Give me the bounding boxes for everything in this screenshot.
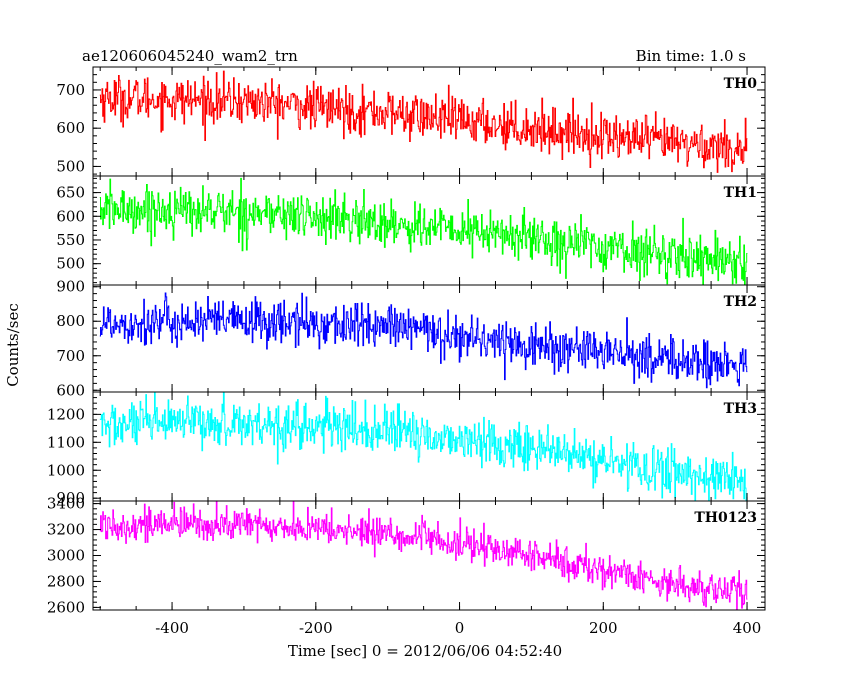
- x-tick-label: -400: [155, 619, 189, 637]
- panel-label-th0123: TH0123: [694, 510, 757, 526]
- y-tick-label: 650: [56, 184, 85, 202]
- panel-label-th1: TH1: [724, 185, 757, 201]
- y-tick-label: 600: [56, 207, 85, 225]
- y-tick-label: 700: [56, 347, 85, 365]
- y-tick-label: 3000: [47, 547, 85, 565]
- panel-th0: 500 600 700 TH0: [56, 66, 766, 177]
- y-tick-label: 600: [56, 381, 85, 399]
- chart-title: ae120606045240_wam2_trn: [82, 47, 298, 65]
- series-line-th1: [99, 177, 748, 285]
- x-tick-labels: -400 -200 0 200 400: [155, 619, 761, 637]
- y-tick-label: 1100: [47, 433, 85, 451]
- panels-group: 500 600 700 TH0 500 550 600 650 TH1 600 700 800 900 T…: [47, 66, 766, 616]
- y-axis-label: Counts/sec: [4, 303, 22, 387]
- panel-label-th2: TH2: [724, 294, 757, 310]
- y-tick-label: 3400: [47, 495, 85, 513]
- y-tick-label: 500: [56, 157, 85, 175]
- y-tick-label: 800: [56, 312, 85, 330]
- panel-th2: 600 700 800 900 TH2: [56, 278, 766, 399]
- series-line-th0: [99, 70, 748, 173]
- series-line-th3: [99, 392, 748, 501]
- panel-th0123: 2600 2800 3000 3200 3400 TH0123: [47, 495, 766, 616]
- y-tick-label: 600: [56, 119, 85, 137]
- x-axis-label: Time [sec] 0 = 2012/06/06 04:52:40: [288, 642, 562, 660]
- panel-label-th3: TH3: [724, 401, 757, 417]
- y-tick-label: 2800: [47, 572, 85, 590]
- y-tick-label: 1200: [47, 405, 85, 423]
- y-tick-label: 3200: [47, 521, 85, 539]
- x-tick-label: 0: [455, 619, 465, 637]
- panel-label-th0: TH0: [724, 76, 758, 92]
- y-tick-label: 900: [56, 489, 85, 507]
- y-tick-label: 700: [56, 81, 85, 99]
- panel-th1: 500 550 600 650 TH1: [56, 175, 766, 286]
- x-tick-label: 200: [589, 619, 618, 637]
- series-line-th0123: [99, 501, 748, 610]
- y-tick-label: 900: [56, 278, 85, 296]
- y-tick-label: 2600: [47, 598, 85, 616]
- y-tick-label: 550: [56, 231, 85, 249]
- bin-time-label: Bin time: 1.0 s: [636, 47, 746, 65]
- x-tick-label: -200: [299, 619, 333, 637]
- y-tick-label: 500: [56, 255, 85, 273]
- series-line-th2: [99, 292, 748, 389]
- x-tick-label: 400: [733, 619, 762, 637]
- panel-th3: 900 1000 1100 1200 TH3: [47, 391, 766, 507]
- y-tick-label: 1000: [47, 461, 85, 479]
